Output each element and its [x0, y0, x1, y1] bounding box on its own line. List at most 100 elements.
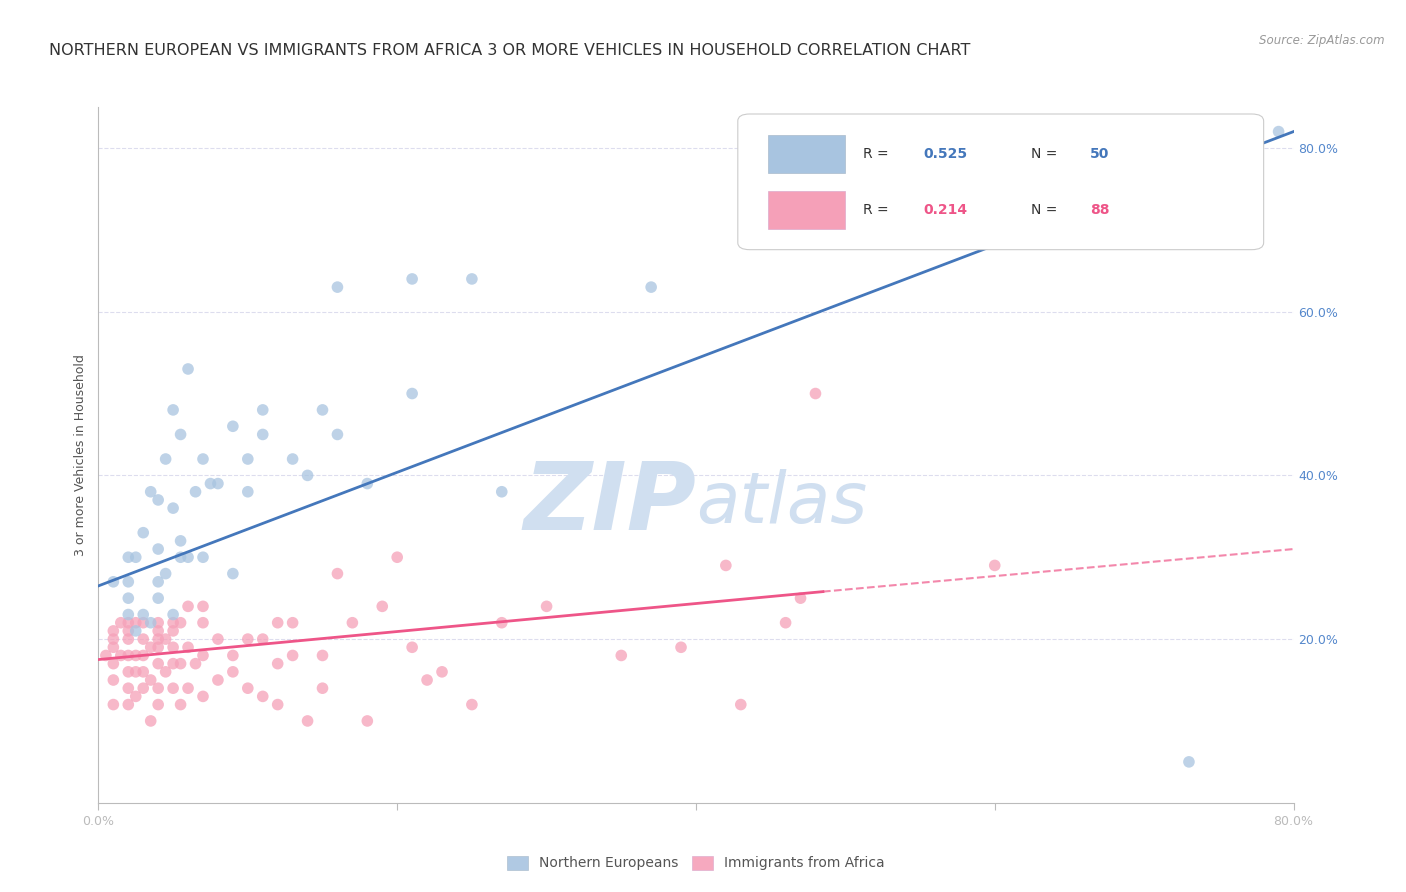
Point: [177, 362, 200, 376]
Point: [162, 607, 184, 622]
Point: [207, 476, 229, 491]
Point: [148, 632, 170, 646]
Text: 0.525: 0.525: [924, 147, 967, 161]
Text: Source: ZipAtlas.com: Source: ZipAtlas.com: [1260, 34, 1385, 47]
Point: [236, 681, 259, 696]
Point: [148, 624, 170, 638]
Point: [132, 607, 155, 622]
Point: [169, 550, 191, 565]
Point: [162, 615, 184, 630]
Text: N =: N =: [1031, 203, 1062, 217]
Point: [200, 476, 222, 491]
Point: [401, 640, 423, 655]
Point: [267, 657, 290, 671]
Point: [416, 673, 439, 687]
Point: [222, 566, 245, 581]
Point: [94, 648, 117, 663]
Point: [155, 632, 177, 646]
Text: 88: 88: [1091, 203, 1109, 217]
Point: [162, 501, 184, 516]
Point: [132, 665, 155, 679]
Point: [169, 657, 191, 671]
Point: [385, 550, 409, 565]
Point: [191, 615, 214, 630]
Point: [139, 673, 162, 687]
Point: [184, 484, 207, 499]
Point: [222, 648, 245, 663]
Point: [191, 648, 214, 663]
Point: [371, 599, 394, 614]
Point: [139, 484, 162, 499]
Point: [148, 591, 170, 606]
Point: [132, 525, 155, 540]
Point: [461, 698, 484, 712]
Point: [132, 681, 155, 696]
Point: [236, 484, 259, 499]
Point: [222, 665, 245, 679]
Point: [139, 640, 162, 655]
Point: [191, 599, 214, 614]
Point: [267, 698, 290, 712]
Point: [110, 648, 132, 663]
Point: [125, 690, 148, 704]
Point: [461, 272, 484, 286]
Point: [169, 427, 191, 442]
Text: NORTHERN EUROPEAN VS IMMIGRANTS FROM AFRICA 3 OR MORE VEHICLES IN HOUSEHOLD CORR: NORTHERN EUROPEAN VS IMMIGRANTS FROM AFR…: [49, 43, 970, 58]
Point: [326, 566, 349, 581]
Point: [117, 648, 139, 663]
Point: [103, 673, 125, 687]
Point: [356, 476, 378, 491]
Point: [184, 657, 207, 671]
Point: [984, 558, 1007, 573]
Point: [207, 673, 229, 687]
Point: [132, 632, 155, 646]
Text: R =: R =: [863, 147, 893, 161]
Text: ZIP: ZIP: [523, 458, 696, 549]
Text: atlas: atlas: [696, 469, 868, 538]
Point: [117, 591, 139, 606]
Point: [536, 599, 558, 614]
Point: [132, 648, 155, 663]
Point: [103, 632, 125, 646]
Point: [117, 607, 139, 622]
Y-axis label: 3 or more Vehicles in Household: 3 or more Vehicles in Household: [75, 354, 87, 556]
Point: [117, 624, 139, 638]
Point: [297, 714, 319, 728]
FancyBboxPatch shape: [768, 191, 845, 229]
Point: [148, 542, 170, 557]
Point: [610, 648, 633, 663]
Point: [281, 615, 304, 630]
Point: [491, 615, 513, 630]
Legend: Northern Europeans, Immigrants from Africa: Northern Europeans, Immigrants from Afri…: [502, 850, 890, 876]
Point: [117, 681, 139, 696]
Point: [191, 690, 214, 704]
Point: [326, 280, 349, 294]
Point: [236, 632, 259, 646]
FancyBboxPatch shape: [738, 114, 1264, 250]
Point: [169, 698, 191, 712]
Point: [177, 550, 200, 565]
Point: [117, 615, 139, 630]
Point: [162, 403, 184, 417]
Point: [491, 484, 513, 499]
Point: [177, 681, 200, 696]
Point: [103, 624, 125, 638]
Point: [103, 657, 125, 671]
Point: [125, 624, 148, 638]
Point: [117, 574, 139, 589]
Point: [148, 492, 170, 507]
Point: [1178, 755, 1201, 769]
Point: [162, 640, 184, 655]
Point: [252, 632, 274, 646]
Point: [252, 403, 274, 417]
Point: [103, 698, 125, 712]
Point: [125, 615, 148, 630]
Point: [125, 665, 148, 679]
Point: [281, 648, 304, 663]
Point: [281, 452, 304, 467]
Point: [110, 615, 132, 630]
Point: [669, 640, 692, 655]
Text: N =: N =: [1031, 147, 1062, 161]
Point: [162, 681, 184, 696]
Point: [155, 452, 177, 467]
